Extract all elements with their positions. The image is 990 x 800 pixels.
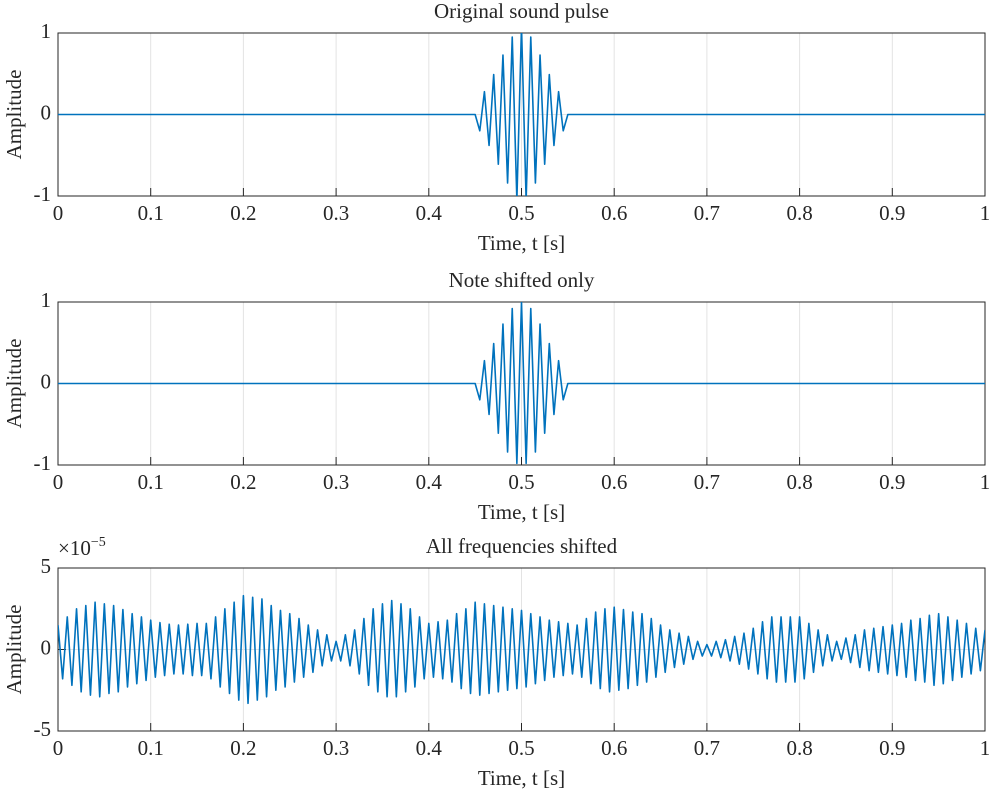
x-tick-label: 0.4: [416, 201, 443, 225]
x-tick-label: 0.2: [230, 736, 256, 760]
y-tick-label: -1: [34, 182, 52, 206]
x-tick-label: 0: [53, 470, 64, 494]
y-axis-label: Amplitude: [2, 339, 26, 429]
x-tick-label: 0.5: [508, 736, 534, 760]
x-tick-label: 0.8: [786, 470, 812, 494]
y-axis-label: Amplitude: [2, 605, 26, 695]
x-tick-label: 0.2: [230, 201, 256, 225]
y-tick-label: 0: [41, 369, 52, 393]
x-tick-label: 1: [980, 470, 990, 494]
y-tick-label: 5: [41, 554, 52, 578]
axes-box: [57, 567, 986, 732]
x-tick-label: 0.7: [694, 201, 720, 225]
x-tick-label: 1: [980, 736, 990, 760]
x-tick-label: 0.3: [323, 201, 349, 225]
y-multiplier-exponent: −5: [91, 535, 106, 550]
chart-title: Note shifted only: [449, 268, 595, 292]
chart-title: Original sound pulse: [434, 0, 609, 23]
x-tick-label: 0.5: [508, 201, 534, 225]
x-axis-label: Time, t [s]: [478, 500, 565, 524]
x-tick-label: 0.8: [786, 736, 812, 760]
y-tick-label: 1: [41, 19, 52, 43]
x-tick-label: 0.4: [416, 736, 443, 760]
x-tick-label: 0.1: [138, 736, 164, 760]
signal-line: [58, 302, 985, 465]
x-tick-label: 0.6: [601, 201, 627, 225]
y-multiplier-base: ×10: [58, 536, 91, 560]
signal-line: [58, 594, 985, 705]
chart-title: All frequencies shifted: [426, 534, 618, 558]
x-tick-label: 0.6: [601, 736, 627, 760]
y-tick-label: 1: [41, 288, 52, 312]
x-tick-label: 0.6: [601, 470, 627, 494]
x-tick-label: 0.7: [694, 736, 720, 760]
x-axis-label: Time, t [s]: [478, 231, 565, 255]
x-tick-label: 0.4: [416, 470, 443, 494]
signal-line: [58, 33, 985, 196]
y-multiplier: ×10−5: [58, 535, 106, 560]
x-tick-label: 0.2: [230, 470, 256, 494]
x-tick-label: 0.9: [879, 470, 905, 494]
y-tick-label: -1: [34, 451, 52, 475]
y-axis-label: Amplitude: [2, 70, 26, 160]
x-tick-label: 0.7: [694, 470, 720, 494]
x-tick-label: 0.1: [138, 201, 164, 225]
x-tick-label: 0.3: [323, 470, 349, 494]
y-tick-label: -5: [34, 717, 52, 741]
x-tick-label: 0.3: [323, 736, 349, 760]
x-tick-label: 0: [53, 736, 64, 760]
x-tick-label: 0.1: [138, 470, 164, 494]
x-axis-label: Time, t [s]: [478, 766, 565, 790]
x-tick-label: 0.9: [879, 736, 905, 760]
subplot: 0 0.1 0.2 0.3 0.4 0.5 0.6 0.7 0.8 0.9 1-101Origina…: [2, 0, 990, 255]
x-tick-label: 0.8: [786, 201, 812, 225]
x-tick-label: 1: [980, 201, 990, 225]
y-tick-label: 0: [41, 635, 52, 659]
x-tick-label: 0.5: [508, 470, 534, 494]
x-tick-label: 0: [53, 201, 64, 225]
x-tick-label: 0.9: [879, 201, 905, 225]
y-tick-label: 0: [41, 100, 52, 124]
